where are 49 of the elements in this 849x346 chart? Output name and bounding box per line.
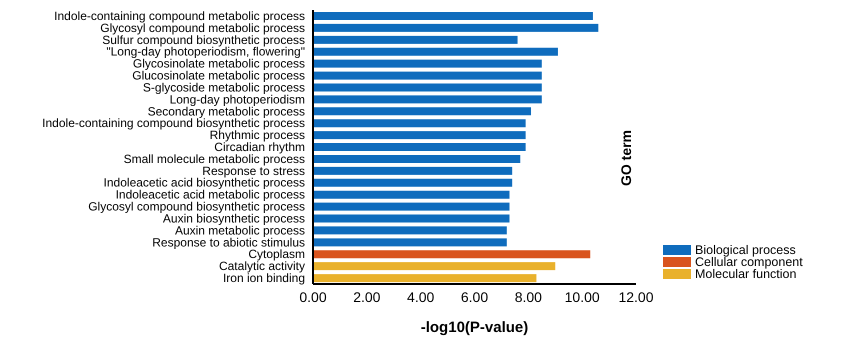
bar (313, 274, 536, 282)
y-tick-label: S-glycoside metabolic process (142, 80, 305, 94)
bar (313, 131, 526, 140)
bar (313, 178, 512, 187)
bar (313, 119, 526, 128)
y-tick-label: Glycosinolate metabolic process (132, 56, 305, 71)
y-tick-label: Glucosinolate metabolic process (132, 68, 305, 83)
y-tick-label: Rhythmic process (210, 128, 305, 142)
bar (313, 36, 518, 44)
y-tick-label: Glycosyl compound biosynthetic process (88, 200, 305, 214)
bar (313, 12, 593, 20)
legend-label: Molecular function (695, 267, 796, 281)
y-tick-label: Iron ion binding (222, 271, 305, 286)
x-tick-label: 6.00 (460, 288, 488, 305)
x-tick-label: 8.00 (514, 288, 542, 305)
bar (313, 226, 507, 234)
bar (313, 48, 558, 56)
y-tick-label: Long-day photoperiodism (170, 92, 306, 106)
x-tick-label: 2.00 (353, 288, 381, 305)
y-tick-label: Circadian rhythm (214, 140, 305, 154)
bar (313, 214, 510, 223)
x-axis-title: -log10(P-value) (420, 319, 528, 336)
bar (313, 72, 542, 80)
x-tick-label: 4.00 (407, 288, 435, 305)
bar (313, 238, 507, 246)
bar (313, 154, 520, 163)
bar (313, 202, 510, 211)
bar (313, 190, 510, 199)
y-tick-label: Indoleacetic acid biosynthetic process (104, 176, 305, 190)
y-tick-label: Response to stress (202, 164, 305, 178)
y-axis-title: GO term (618, 130, 634, 186)
legend-label: Biological process (695, 243, 796, 257)
x-tick-label: 0.00 (299, 288, 327, 305)
x-tick-label: 10.00 (564, 288, 600, 305)
bar (313, 107, 532, 116)
bar (313, 24, 598, 32)
bar (313, 83, 542, 92)
bar (313, 60, 542, 68)
y-tick-label: Indoleacetic acid metabolic process (116, 188, 305, 202)
bar (313, 262, 556, 270)
y-tick-label: Catalytic activity (218, 259, 305, 274)
bar (313, 143, 526, 152)
bar (313, 250, 590, 258)
x-tick-label: 12.00 (618, 288, 654, 305)
bar (313, 166, 512, 175)
bar (313, 95, 542, 104)
y-tick-label: Response to abiotic stimulus (152, 235, 305, 250)
y-tick-label: Cytoplasm (248, 247, 305, 262)
y-tick-label: Indole-containing compound metabolic process (54, 8, 305, 23)
